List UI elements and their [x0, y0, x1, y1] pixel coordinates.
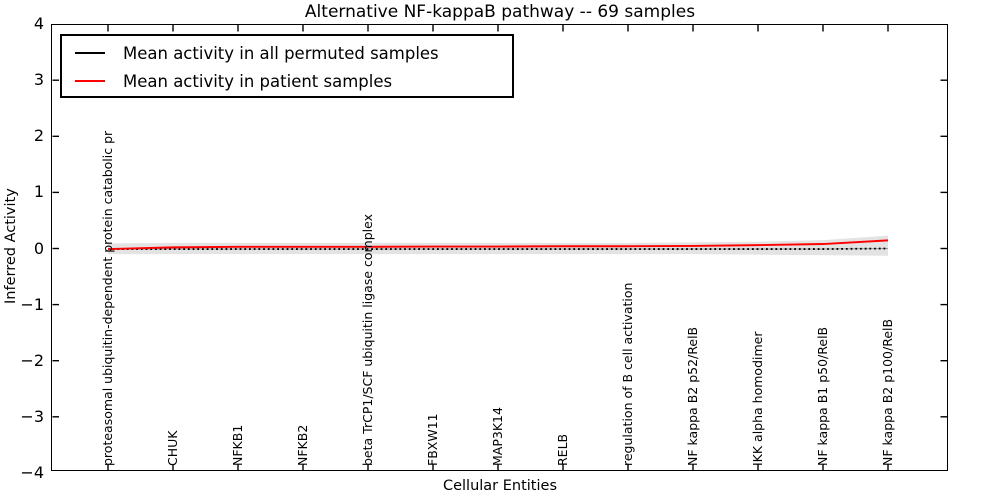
- y-tick-label: 3: [33, 70, 44, 90]
- legend-label-patient: Mean activity in patient samples: [123, 71, 393, 91]
- permuted-line-swatch: [75, 52, 105, 54]
- x-tick-label: CHUK: [165, 430, 180, 466]
- y-tick-label: −1: [20, 294, 44, 314]
- plot-area: [52, 24, 947, 471]
- x-tick-label: NF kappa B1 p50/RelB: [815, 326, 830, 466]
- x-tick-label: beta TrCP1/SCF ubiquitin ligase complex: [360, 214, 375, 466]
- x-tick-label: NFKB2: [295, 424, 310, 466]
- x-tick-label: NF kappa B2 p52/RelB: [685, 326, 700, 466]
- patient-mean-line: [107, 239, 889, 251]
- x-tick-label: NFKB1: [230, 424, 245, 466]
- y-tick-label: 1: [33, 182, 44, 202]
- patient-line-swatch: [75, 80, 105, 82]
- legend-entry-permuted: Mean activity in all permuted samples: [62, 41, 512, 65]
- y-tick-label: −2: [20, 350, 44, 370]
- chart-title: Alternative NF-kappaB pathway -- 69 samp…: [304, 2, 696, 22]
- x-tick-label: regulation of B cell activation: [620, 282, 635, 466]
- x-tick-label: NF kappa B2 p100/RelB: [880, 318, 895, 466]
- x-tick-label: FBXW11: [425, 413, 440, 466]
- y-tick-label: −4: [20, 462, 44, 482]
- x-axis-label: Cellular Entities: [442, 478, 558, 494]
- y-tick-label: 0: [33, 238, 44, 258]
- x-tick-label: RELB: [555, 433, 570, 466]
- x-tick-label: proteasomal ubiquitin-dependent protein …: [100, 130, 115, 466]
- legend-box: Mean activity in all permuted samples Me…: [60, 34, 514, 98]
- x-tick-label: MAP3K14: [490, 407, 505, 466]
- y-tick-label: 4: [33, 14, 44, 34]
- y-tick-label: 2: [33, 126, 44, 146]
- y-tick-label: −3: [20, 406, 44, 426]
- x-tick-label: IKK alpha homodimer: [750, 331, 765, 467]
- permuted-mean-line: [108, 247, 889, 250]
- legend-entry-patient: Mean activity in patient samples: [62, 69, 512, 93]
- legend-label-permuted: Mean activity in all permuted samples: [123, 43, 439, 63]
